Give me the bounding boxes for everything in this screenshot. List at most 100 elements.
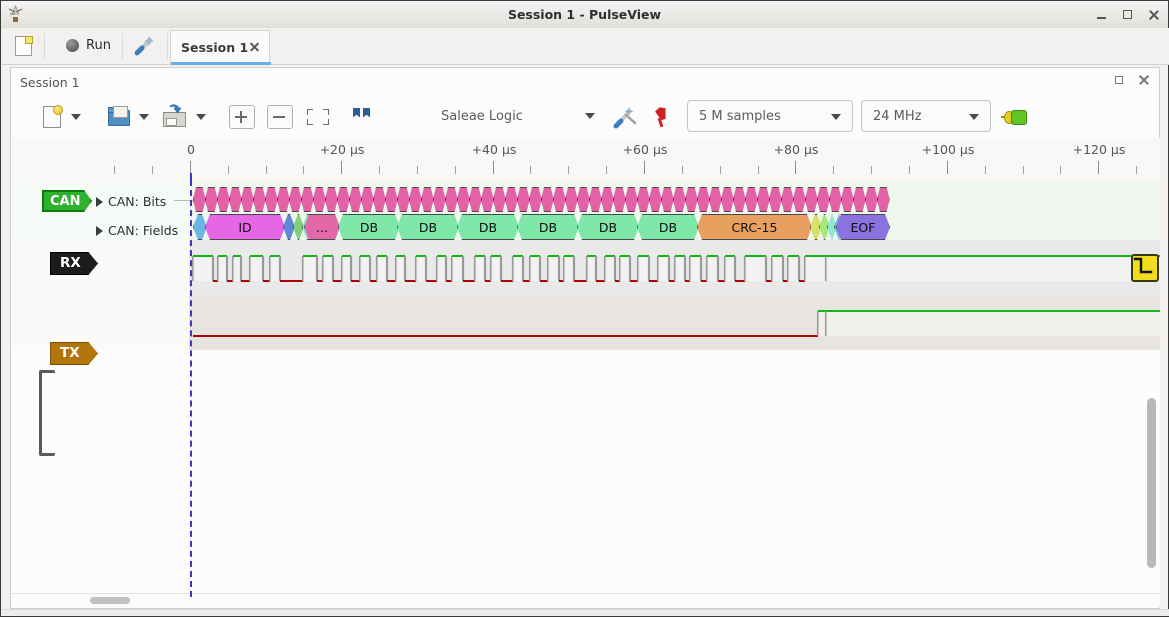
chevron-down-icon <box>139 114 149 120</box>
open-folder-icon <box>106 104 132 130</box>
cursor-line[interactable] <box>190 173 192 180</box>
wand-icon[interactable] <box>133 34 159 56</box>
new-file-dropdown[interactable] <box>71 100 81 134</box>
chevron-down-icon <box>71 114 81 120</box>
ruler-major-tick <box>795 161 796 174</box>
can-field-crc-15[interactable]: CRC-15 <box>697 214 812 240</box>
channel-badge-label: TX <box>60 345 80 361</box>
cursors-button[interactable] <box>349 100 375 134</box>
session-title: Session 1 <box>20 75 80 90</box>
decoder-row-label: CAN: Bits <box>108 194 167 209</box>
channel-badge-rx[interactable]: RX <box>50 252 98 275</box>
can-bit-annotation[interactable] <box>877 187 890 212</box>
ruler-label: +100 µs <box>921 142 975 157</box>
can-field--[interactable]: … <box>304 214 340 240</box>
zoom-in-button[interactable] <box>229 100 255 134</box>
waveform-rx[interactable] <box>12 240 1160 295</box>
ruler-minor-tick <box>1023 166 1024 174</box>
sample-count-selector[interactable]: 5 M samples <box>687 100 853 132</box>
decoder-badge-can[interactable]: CAN <box>42 190 92 212</box>
can-field-db[interactable]: DB <box>338 214 400 240</box>
device-selector[interactable]: Saleae Logic <box>441 100 601 132</box>
triangle-right-icon[interactable] <box>96 225 103 236</box>
ruler-minor-tick <box>417 166 418 174</box>
ruler-major-tick <box>493 161 494 174</box>
vertical-scrollbar[interactable] <box>1147 398 1156 568</box>
open-file-dropdown[interactable] <box>139 100 149 134</box>
can-field-db[interactable]: DB <box>577 214 639 240</box>
usb-device-icon <box>1001 107 1029 127</box>
session-header: Session 1 <box>11 68 1159 96</box>
session-close-icon[interactable] <box>1138 74 1150 86</box>
decoder-row-can-bits[interactable]: CAN: Bits <box>96 194 166 209</box>
trigger-probe-button[interactable] <box>651 100 673 134</box>
channel-badge-tx[interactable]: TX <box>50 342 98 365</box>
new-file-button[interactable] <box>39 100 65 134</box>
tab-label: Session 1 <box>181 40 249 55</box>
pulseview-logo-icon <box>6 5 25 24</box>
ruler-minor-tick <box>568 166 569 174</box>
can-field-label: DB <box>538 219 558 235</box>
can-field-db[interactable]: DB <box>517 214 579 240</box>
can-field-db[interactable]: DB <box>457 214 519 240</box>
decoder-row-can-fields[interactable]: CAN: Fields <box>96 223 178 238</box>
ruler-minor-tick <box>379 166 380 174</box>
sample-rate-value: 24 MHz <box>873 108 922 124</box>
zoom-fit-icon <box>305 106 331 128</box>
ruler-minor-tick <box>303 166 304 174</box>
ruler-label: +20 µs <box>319 142 365 157</box>
horizontal-scrollbar-track[interactable] <box>12 593 1160 607</box>
decoder-badge-label: CAN <box>50 194 81 209</box>
save-file-dropdown[interactable] <box>196 100 206 134</box>
device-settings-button[interactable] <box>613 100 639 134</box>
chevron-down-icon <box>585 113 595 119</box>
close-icon[interactable] <box>1148 9 1160 21</box>
main-toolbar: Run Session 1 <box>2 28 1169 65</box>
waveform-tx[interactable] <box>12 295 1160 350</box>
can-field-label: DB <box>478 219 498 235</box>
cursor-flags-icon <box>349 104 375 130</box>
run-button[interactable]: Run <box>57 32 120 59</box>
probe-icon <box>651 104 673 130</box>
triangle-right-icon[interactable] <box>96 196 103 207</box>
ruler-minor-tick <box>152 166 153 174</box>
falling-edge-trigger-icon[interactable] <box>1131 254 1159 282</box>
open-file-button[interactable] <box>106 100 132 134</box>
zoom-in-icon <box>229 105 255 129</box>
trace-area[interactable]: CAN CAN: Bits CAN: Fields ID … DB DB DB DB DB D… <box>12 180 1160 597</box>
ruler-label: +80 µs <box>773 142 819 157</box>
title-bar: Session 1 - PulseView <box>1 1 1168 29</box>
float-window-icon[interactable] <box>1114 75 1125 86</box>
channel-group-bracket <box>39 370 55 456</box>
minimize-icon[interactable] <box>1096 9 1108 21</box>
tab-close-icon[interactable] <box>249 41 260 52</box>
can-field-db[interactable]: DB <box>637 214 699 240</box>
session-view: Session 1 <box>10 67 1160 609</box>
ruler-minor-tick <box>606 166 607 174</box>
maximize-icon[interactable] <box>1122 9 1134 21</box>
zoom-fit-button[interactable] <box>305 100 331 134</box>
can-field-label: CRC-15 <box>731 219 778 235</box>
can-field-eof[interactable]: EOF <box>836 214 890 240</box>
chevron-down-icon <box>969 114 979 120</box>
new-session-icon[interactable] <box>12 34 34 56</box>
chevron-down-icon <box>831 114 841 120</box>
zoom-out-button[interactable] <box>267 100 293 134</box>
horizontal-scrollbar[interactable] <box>90 597 130 604</box>
cursor-line[interactable] <box>190 180 192 597</box>
sample-rate-selector[interactable]: 24 MHz <box>861 100 991 132</box>
view-toolbar: Saleae Logic 5 M samples <box>11 96 1159 138</box>
time-ruler[interactable]: 0 +20 µs +40 µs +60 µs +80 µs +100 µs +120 µs <box>12 138 1160 181</box>
can-field-label: … <box>315 219 329 235</box>
run-button-label: Run <box>86 38 111 53</box>
channel-badge-label: RX <box>60 255 81 271</box>
can-field-id[interactable]: ID <box>205 214 285 240</box>
run-status-icon <box>66 39 79 52</box>
can-field-label: DB <box>418 219 438 235</box>
waveform-svg <box>191 255 1160 282</box>
can-field-db[interactable]: DB <box>397 214 459 240</box>
ruler-major-tick <box>947 161 948 174</box>
save-file-button[interactable] <box>161 100 187 134</box>
tab-session-1[interactable]: Session 1 <box>170 30 271 65</box>
